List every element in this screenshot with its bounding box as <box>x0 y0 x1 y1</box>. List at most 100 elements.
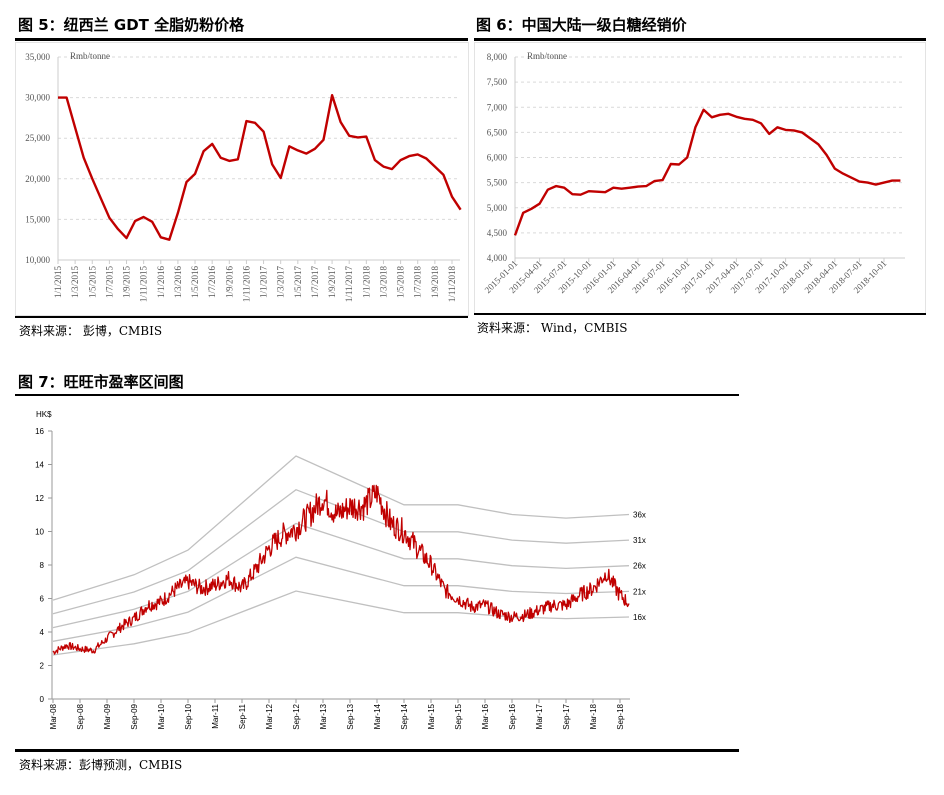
fig7-x-tick-label: Mar-18 <box>589 703 598 729</box>
fig7-x-tick-label: Sep-15 <box>454 703 463 729</box>
fig6-series-line <box>513 108 901 236</box>
fig7-band-label: 16x <box>633 613 646 622</box>
fig5-y-tick-label: 20,000 <box>25 174 50 184</box>
fig7-x-tick-label: Mar-16 <box>481 703 490 729</box>
fig7-x-tick-label: Mar-10 <box>157 703 166 729</box>
fig7-x-tick-label: Mar-11 <box>211 703 220 728</box>
fig5-x-tick-label: 1/9/2016 <box>224 266 234 299</box>
fig6-y-tick-label: 4,500 <box>487 228 508 238</box>
fig6-title: 图 6：中国大陆一级白糖经销价 <box>476 16 687 34</box>
fig7-x-tick-label: Mar-08 <box>49 703 58 729</box>
fig5-series-line <box>58 93 462 241</box>
fig7-pe-band-36x <box>52 455 630 601</box>
fig6-y-tick-label: 8,000 <box>487 52 508 62</box>
fig5-top-rule <box>15 38 468 41</box>
fig7-title: 图 7：旺旺市盈率区间图 <box>18 373 184 391</box>
fig5-title: 图 5：纽西兰 GDT 全脂奶粉价格 <box>18 16 245 34</box>
fig7-y-tick-label: 0 <box>40 695 45 704</box>
fig7-band-label: 31x <box>633 536 646 545</box>
fig7-y-tick-label: 6 <box>40 595 45 604</box>
fig7-top-rule <box>15 394 739 396</box>
fig6-unit-label: Rmb/tonne <box>527 51 567 61</box>
fig7-band-label: 21x <box>633 587 646 596</box>
fig5-y-tick-label: 25,000 <box>25 133 50 143</box>
fig5-x-tick-label: 1/7/2017 <box>310 266 320 299</box>
fig7-band-label: 36x <box>633 510 646 519</box>
fig6-top-rule <box>474 38 926 41</box>
fig7-x-tick-label: Mar-12 <box>265 703 274 729</box>
fig7-price-line <box>52 484 630 655</box>
fig5-x-tick-label: 1/1/2016 <box>156 266 166 299</box>
fig5-x-tick-label: 1/7/2015 <box>104 266 114 299</box>
fig7-x-tick-label: Mar-13 <box>319 703 328 729</box>
fig5-unit-label: Rmb/tonne <box>70 51 110 61</box>
fig5-x-tick-label: 1/11/2017 <box>344 266 354 303</box>
fig7-x-tick-label: Sep-11 <box>238 703 247 729</box>
fig7-source: 资料来源：彭博预测，CMBIS <box>19 758 183 772</box>
fig5-x-tick-label: 1/11/2018 <box>447 266 457 303</box>
fig5-x-tick-label: 1/1/2017 <box>259 266 269 299</box>
fig7-x-tick-label: Mar-15 <box>427 703 436 729</box>
fig7-x-tick-label: Sep-18 <box>616 703 625 729</box>
fig7-x-tick-label: Mar-14 <box>373 703 382 729</box>
fig5-x-tick-label: 1/5/2018 <box>396 266 406 299</box>
fig7-x-tick-label: Sep-10 <box>184 703 193 729</box>
fig7-unit-label: HK$ <box>36 410 52 419</box>
fig6-y-tick-label: 5,500 <box>487 178 508 188</box>
fig7-x-tick-label: Sep-14 <box>400 703 409 729</box>
fig5-x-tick-label: 1/5/2017 <box>293 266 303 299</box>
fig7-x-tick-label: Sep-13 <box>346 703 355 729</box>
fig7-pe-band-16x <box>52 590 630 656</box>
fig7-x-tick-label: Mar-09 <box>103 703 112 729</box>
fig7-x-tick-label: Mar-17 <box>535 703 544 729</box>
fig6-y-tick-label: 7,500 <box>487 77 508 87</box>
fig5-chart-frame <box>15 42 469 316</box>
fig5-x-tick-label: 1/5/2015 <box>87 266 97 299</box>
fig5-x-tick-label: 1/3/2018 <box>378 266 388 299</box>
fig7-x-tick-label: Sep-17 <box>562 703 571 729</box>
fig6-y-tick-label: 4,000 <box>487 253 508 263</box>
fig5-x-tick-label: 1/7/2016 <box>207 266 217 299</box>
fig7-x-tick-label: Sep-09 <box>130 703 139 729</box>
fig5-x-tick-label: 1/5/2016 <box>190 266 200 299</box>
fig5-y-tick-label: 35,000 <box>25 52 50 62</box>
fig5-y-tick-label: 30,000 <box>25 93 50 103</box>
fig7-band-label: 26x <box>633 562 646 571</box>
fig5-x-tick-label: 1/11/2016 <box>241 266 251 303</box>
fig6-bottom-rule <box>474 313 926 315</box>
fig5-x-tick-label: 1/7/2018 <box>413 266 423 299</box>
fig7-y-tick-label: 12 <box>35 494 44 503</box>
fig7-bottom-rule <box>15 749 739 752</box>
fig5-y-tick-label: 10,000 <box>25 255 50 265</box>
fig5-x-tick-label: 1/11/2015 <box>139 266 149 303</box>
fig7-y-tick-label: 10 <box>35 528 44 537</box>
fig5-source: 资料来源： 彭博，CMBIS <box>19 324 163 338</box>
fig7-y-tick-label: 2 <box>40 662 45 671</box>
fig7-x-tick-label: Sep-12 <box>292 703 301 729</box>
fig5-x-tick-label: 1/9/2015 <box>122 266 132 299</box>
fig7-x-tick-label: Sep-08 <box>76 703 85 729</box>
fig6-y-tick-label: 7,000 <box>487 102 508 112</box>
fig6-source: 资料来源： Wind，CMBIS <box>477 321 628 335</box>
fig5-y-tick-label: 15,000 <box>25 214 50 224</box>
fig7-y-tick-label: 16 <box>35 427 44 436</box>
fig6-y-tick-label: 6,500 <box>487 127 508 137</box>
fig5-bottom-rule <box>15 316 468 318</box>
fig5-x-tick-label: 1/3/2015 <box>70 266 80 299</box>
fig5-x-tick-label: 1/1/2015 <box>53 266 63 299</box>
fig7-pe-band-21x <box>52 556 630 642</box>
fig5-x-tick-label: 1/9/2017 <box>327 266 337 299</box>
fig5-x-tick-label: 1/1/2018 <box>361 266 371 299</box>
fig7-y-tick-label: 4 <box>40 628 45 637</box>
fig6-y-tick-label: 5,000 <box>487 203 508 213</box>
fig5-x-tick-label: 1/3/2016 <box>173 266 183 299</box>
fig5-x-tick-label: 1/3/2017 <box>276 266 286 299</box>
fig7-y-tick-label: 14 <box>35 461 44 470</box>
fig5-x-tick-label: 1/9/2018 <box>430 266 440 299</box>
fig7-x-tick-label: Sep-16 <box>508 703 517 729</box>
fig6-y-tick-label: 6,000 <box>487 153 508 163</box>
fig7-y-tick-label: 8 <box>40 561 45 570</box>
fig7-pe-band-31x <box>52 488 630 615</box>
